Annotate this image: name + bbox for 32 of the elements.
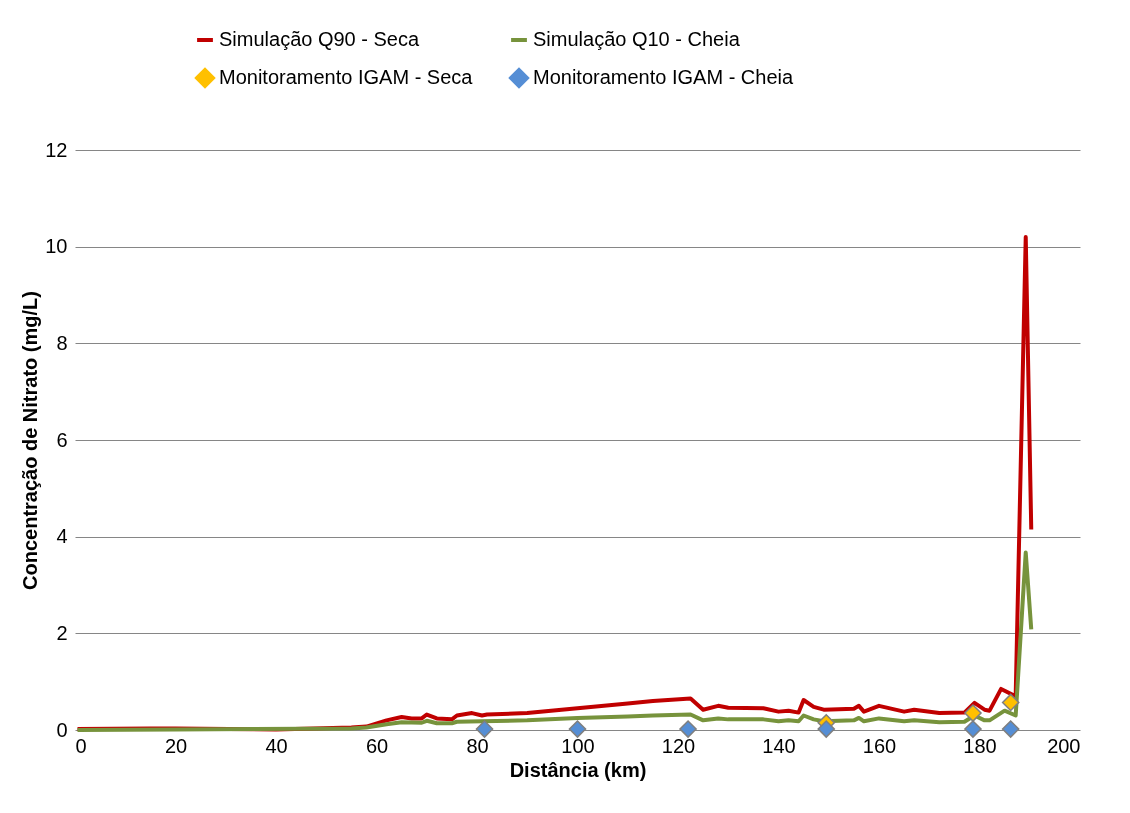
point [964,720,982,738]
point [1001,693,1020,712]
y-tick-label: 0 [56,718,68,741]
x-tick-label: 0 [75,734,87,757]
y-axis-title: Concentração de Nitrato (mg/L) [19,291,42,590]
point [679,720,697,738]
x-axis-title: Distância (km) [509,758,647,781]
point [817,720,836,738]
legend-label: Simulação Q90 - Seca [219,28,420,50]
y-tick-label: 8 [56,331,68,354]
x-tick-label: 200 [1047,734,1081,757]
x-tick-label: 20 [164,734,188,757]
x-tick-label: 40 [265,734,288,757]
legend-label: Monitoramento IGAM - Seca [219,66,474,88]
point [568,720,587,738]
y-tick-label: 4 [56,525,68,548]
legend-label: Simulação Q10 - Cheia [533,28,741,50]
x-tick-label: 80 [466,734,489,757]
y-tick-label: 2 [56,621,68,644]
y-tick-label: 6 [56,428,68,451]
y-tick-label: 12 [45,138,68,161]
x-tick-label: 120 [661,734,696,757]
x-tick-label: 180 [963,734,997,757]
point [475,720,494,738]
x-tick-label: 140 [762,734,796,757]
point [1001,720,1020,738]
x-tick-label: 100 [561,734,595,757]
point [964,704,982,722]
x-tick-label: 60 [365,734,389,757]
y-tick-label: 10 [45,235,68,258]
legend-label: Monitoramento IGAM - Cheia [533,66,794,88]
x-tick-label: 160 [862,734,897,757]
